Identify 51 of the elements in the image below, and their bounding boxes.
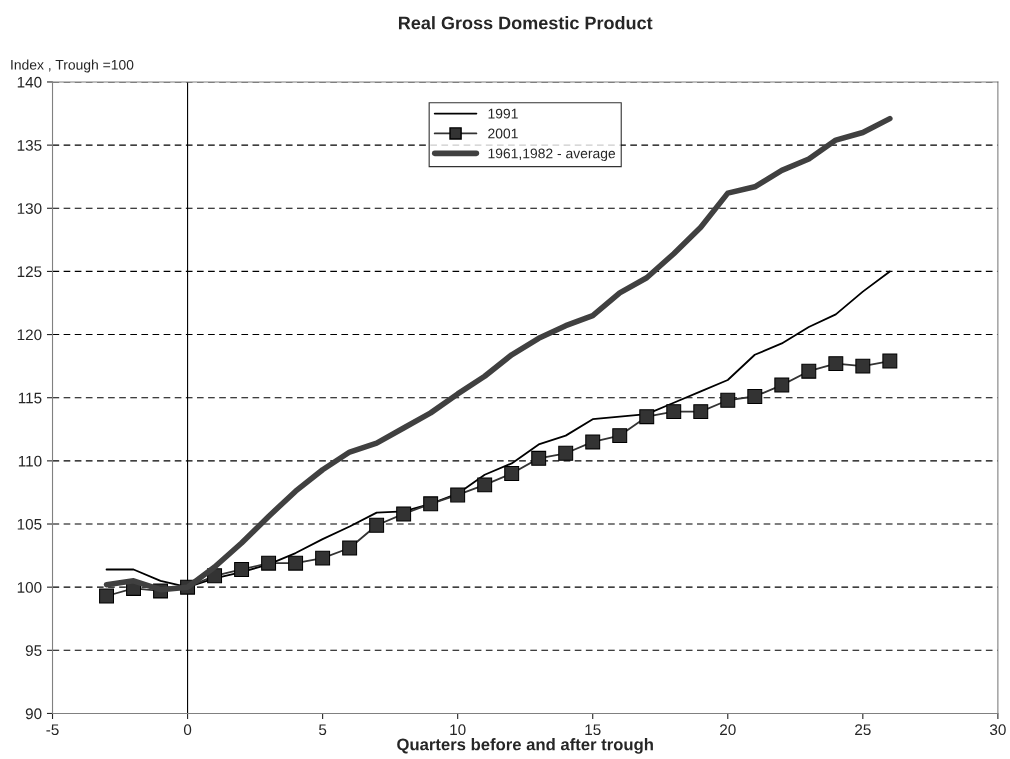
legend-label: 1991	[488, 108, 518, 119]
point	[612, 428, 628, 444]
x-tick-label: 0	[183, 724, 192, 736]
y-tick-label: 135	[17, 139, 42, 151]
point	[693, 404, 709, 420]
y-tick-label: 115	[18, 392, 42, 404]
point	[99, 588, 114, 604]
point	[828, 356, 844, 372]
point	[558, 445, 574, 461]
point	[396, 506, 412, 522]
y-tick-label: 100	[17, 582, 42, 593]
point	[504, 466, 520, 481]
point	[450, 487, 466, 503]
point	[774, 377, 790, 393]
x-tick-label: 5	[318, 724, 327, 736]
y-tick-label: 110	[18, 455, 42, 467]
y-tick-label: 130	[17, 203, 42, 214]
point	[855, 358, 871, 374]
y-tick-label: 140	[17, 76, 42, 88]
legend-label: 1961,1982 - average	[488, 148, 616, 162]
point	[369, 517, 385, 533]
y-tick-label: 105	[17, 518, 42, 530]
chart-title: Real Gross Domestic Product	[398, 16, 653, 30]
y-tick-label: 95	[25, 645, 42, 656]
point	[315, 550, 331, 566]
x-tick-label: -5	[46, 724, 59, 736]
point	[666, 404, 682, 420]
point	[288, 555, 304, 571]
point	[585, 434, 601, 450]
point	[720, 392, 736, 408]
point	[477, 477, 493, 493]
x-tick-label: 30	[989, 724, 1006, 736]
point	[531, 450, 547, 466]
point	[342, 540, 358, 556]
point	[261, 555, 277, 571]
y-tick-label: 120	[17, 329, 42, 341]
point	[882, 353, 898, 369]
point	[234, 562, 250, 577]
x-tick-label: 15	[585, 724, 601, 736]
x-axis-title: Quarters before and after trough	[397, 738, 653, 754]
y-tick-label: 125	[17, 266, 42, 278]
point	[639, 409, 655, 425]
y-axis-title: Index , Trough =100	[11, 59, 134, 73]
x-tick-label: 20	[720, 724, 736, 736]
x-tick-label: 10	[450, 724, 466, 736]
point	[423, 496, 439, 512]
point	[747, 388, 763, 404]
x-tick-label: 25	[855, 724, 871, 736]
y-tick-label: 90	[25, 708, 42, 720]
point	[801, 363, 817, 379]
legend-label: 2001	[488, 128, 518, 139]
